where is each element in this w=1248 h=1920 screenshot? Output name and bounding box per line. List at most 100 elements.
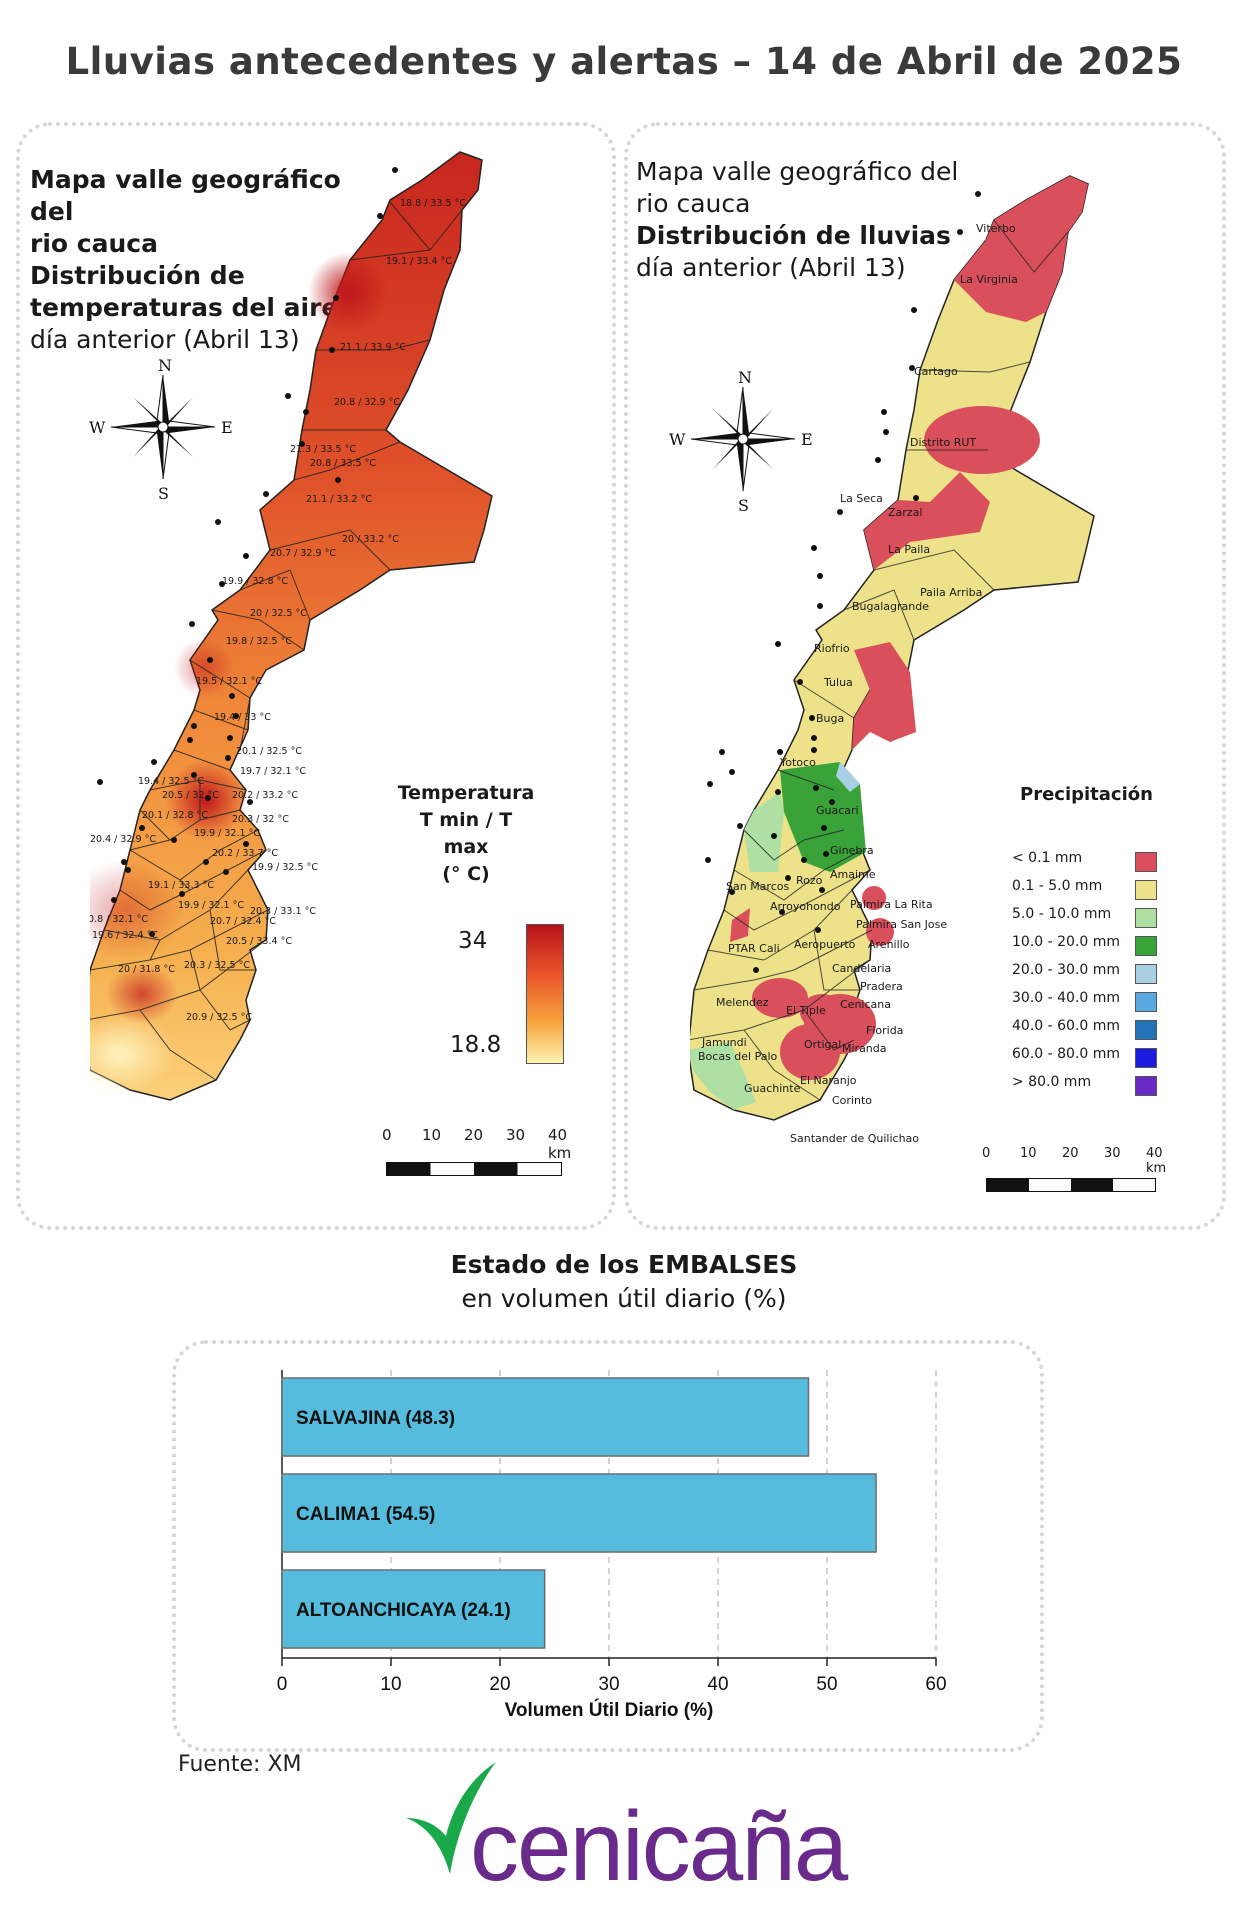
- rain-legend-swatch: [1135, 992, 1157, 1012]
- rain-legend-item: 20.0 - 30.0 mm: [1012, 962, 1157, 986]
- city-label: Miranda: [842, 1042, 887, 1055]
- city-label: La Paila: [888, 543, 930, 556]
- city-label: Palmira La Rita: [850, 898, 933, 911]
- rain-legend: < 0.1 mm 0.1 - 5.0 mm 5.0 - 10.0 mm 10.0 - …: [1012, 850, 1157, 1096]
- city-label: Ginebra: [830, 844, 874, 857]
- cenicana-logo-text: cenicaña: [470, 1791, 848, 1901]
- temp-title-line3: Distribución de: [30, 261, 245, 290]
- bar: [281, 1569, 546, 1649]
- city-label: Candelaria: [832, 962, 891, 975]
- compass-s: S: [158, 484, 169, 502]
- city-label: Melendez: [716, 996, 769, 1009]
- station-label: 19.9 / 32.1 °C: [194, 828, 260, 839]
- station-label: 20.1 / 32.5 °C: [236, 746, 302, 757]
- x-axis-title: Volumen Útil Diario (%): [505, 1699, 714, 1721]
- x-tick-label: 20: [489, 1674, 510, 1695]
- city-label: El Naranjo: [800, 1074, 857, 1087]
- city-label: Riofrio: [814, 642, 850, 655]
- temp-scale-bar: [386, 1162, 562, 1176]
- station-label: 21.1 / 33.2 °C: [306, 494, 372, 505]
- compass-n: N: [738, 368, 752, 387]
- temperature-map: 18.8 / 33.5 °C 19.1 / 33.4 °C 21.1 / 33.…: [90, 151, 493, 1101]
- temp-legend-min: 18.8: [450, 1032, 502, 1058]
- station-label: 19.6 / 32.4 °C: [92, 930, 158, 941]
- station-label: 19.1 / 33.4 °C: [386, 256, 452, 267]
- bar: [281, 1377, 810, 1457]
- station-label: 20.2 / 33.2 °C: [232, 790, 298, 801]
- station-label: 19.8 / 32.5 °C: [226, 636, 292, 647]
- station-label: 20.3 / 32.5 °C: [184, 960, 250, 971]
- station-label: 21.1 / 33.9 °C: [340, 342, 406, 353]
- station-label: 18.8 / 33.5 °C: [400, 198, 466, 209]
- rain-legend-label: 0.1 - 5.0 mm: [1012, 878, 1103, 894]
- rain-legend-swatch: [1135, 880, 1157, 900]
- scale-label: 40 km: [1146, 1146, 1167, 1176]
- source-note: Fuente: XM: [178, 1752, 302, 1777]
- station-label: 20.8 / 32.1 °C: [90, 914, 148, 925]
- temp-legend-line1: Temperatura: [397, 782, 535, 804]
- city-label: Jamundi: [701, 1036, 747, 1049]
- rain-legend-label: 10.0 - 20.0 mm: [1012, 934, 1121, 950]
- rain-legend-label: 40.0 - 60.0 mm: [1012, 1018, 1121, 1034]
- page-title: Lluvias antecedentes y alertas – 14 de A…: [65, 40, 1183, 83]
- rain-legend-item: 60.0 - 80.0 mm: [1012, 1046, 1157, 1070]
- city-label: Buga: [816, 712, 844, 725]
- city-label: Amaime: [830, 868, 876, 881]
- temp-title-line4: temperaturas del aire: [30, 293, 339, 322]
- scale-label: 20: [464, 1126, 484, 1144]
- compass-e: E: [801, 430, 813, 449]
- rain-map: Viterbo La Virginia Cartago Distrito RUT…: [690, 175, 1095, 1145]
- city-label: Florida: [866, 1024, 903, 1037]
- temperature-legend-title: Temperatura T min / T max (° C): [396, 780, 536, 888]
- rain-legend-swatch: [1135, 1048, 1157, 1068]
- city-label: San Marcos: [726, 880, 789, 893]
- station-label: 20.8 / 33.5 °C: [310, 458, 376, 469]
- rain-legend-label: > 80.0 mm: [1012, 1074, 1092, 1090]
- valley-outline: [90, 151, 493, 1101]
- city-label: Guacari: [816, 804, 859, 817]
- station-label: 20 / 33.2 °C: [342, 534, 399, 545]
- station-label: 19.7 / 32.1 °C: [240, 766, 306, 777]
- embalses-chart-panel: [172, 1340, 1044, 1752]
- embalses-subtitle: en volumen útil diario (%): [461, 1284, 787, 1313]
- city-label: Arroyohondo: [770, 900, 841, 913]
- rain-map-title: Mapa valle geográfico del rio cauca Dist…: [636, 156, 1016, 284]
- station-label: 20.7 / 32.4 °C: [210, 916, 276, 927]
- station-label: 20.3 / 33.1 °C: [250, 906, 316, 917]
- station-label: 20.4 / 32.9 °C: [90, 834, 156, 845]
- rain-legend-label: 20.0 - 30.0 mm: [1012, 962, 1121, 978]
- compass-e: E: [221, 418, 233, 437]
- scale-label: 30: [1104, 1146, 1121, 1161]
- city-label: Viterbo: [976, 222, 1016, 235]
- rain-legend-label: 60.0 - 80.0 mm: [1012, 1046, 1121, 1062]
- x-tick-label: 0: [277, 1674, 288, 1695]
- x-tick-label: 60: [925, 1674, 946, 1695]
- rain-title-line3: Distribución de lluvias: [636, 221, 951, 250]
- rain-legend-label: 30.0 - 40.0 mm: [1012, 990, 1121, 1006]
- city-label: Yotoco: [779, 756, 816, 769]
- station-label: 19.9 / 32.8 °C: [222, 576, 288, 587]
- embalses-heading: Estado de los EMBALSES en volumen útil d…: [0, 1248, 1248, 1316]
- temp-legend-line2: T min / T max: [419, 809, 513, 858]
- scale-label: 10: [1020, 1146, 1037, 1161]
- city-label: Paila Arriba: [920, 586, 982, 599]
- rain-legend-item: 30.0 - 40.0 mm: [1012, 990, 1157, 1014]
- temp-legend-line3: (° C): [442, 863, 490, 885]
- station-label: 19.9 / 32.5 °C: [252, 862, 318, 873]
- rain-legend-item: 40.0 - 60.0 mm: [1012, 1018, 1157, 1042]
- bar-label: SALVAJINA (48.3): [296, 1408, 455, 1429]
- station-label: 20.5 / 32 °C: [162, 790, 219, 801]
- temperature-map-title: Mapa valle geográfico del rio cauca Dist…: [30, 164, 390, 356]
- city-label: El Tiple: [786, 1004, 826, 1017]
- scale-label: 20: [1062, 1146, 1079, 1161]
- city-label: Cartago: [914, 365, 958, 378]
- rain-legend-swatch: [1135, 852, 1157, 872]
- city-label: PTAR Cali: [728, 942, 780, 955]
- rain-legend-item: 0.1 - 5.0 mm: [1012, 878, 1157, 902]
- city-label: Santander de Quilichao: [790, 1132, 919, 1145]
- rain-title-line4: día anterior (Abril 13): [636, 253, 906, 282]
- embalses-bar-chart: 0 10 20 30 40 50 60 SALVAJINA (48.3) CALIMA1 (54…: [277, 1370, 947, 1721]
- scale-label: 10: [422, 1126, 442, 1144]
- scale-label: 0: [382, 1126, 392, 1144]
- temp-title-line2: rio cauca: [30, 229, 158, 258]
